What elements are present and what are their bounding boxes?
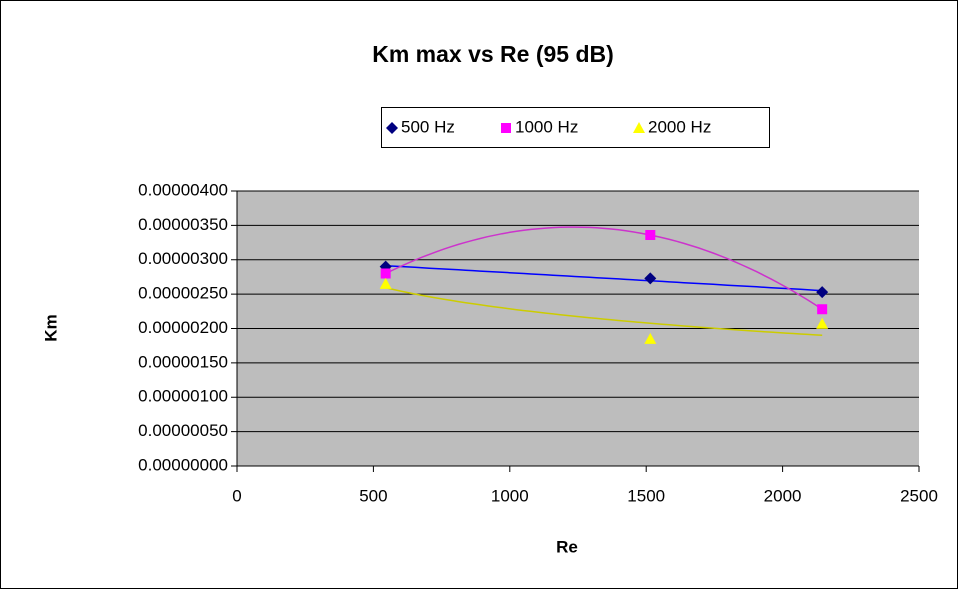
x-axis-label: Re <box>556 537 578 556</box>
y-tick-label: 0.00000200 <box>138 318 228 337</box>
y-tick-label: 0.00000350 <box>138 215 228 234</box>
legend-label: 1000 Hz <box>515 117 578 136</box>
y-tick-label: 0.00000000 <box>138 455 228 474</box>
legend-label: 2000 Hz <box>648 117 711 136</box>
x-tick-label: 500 <box>359 486 387 505</box>
legend-label: 500 Hz <box>401 117 455 136</box>
page: Km max vs Re (95 dB) Re Km 0.00000000 0.0… <box>0 0 959 590</box>
chart: Km max vs Re (95 dB) Re Km 0.00000000 0.0… <box>0 0 959 590</box>
x-tick-label: 2000 <box>764 486 802 505</box>
y-tick-label: 0.00000400 <box>138 180 228 199</box>
x-tick-label: 2500 <box>900 486 938 505</box>
marker <box>381 269 391 279</box>
y-tick-label: 0.00000250 <box>138 284 228 303</box>
y-tick-label: 0.00000050 <box>138 421 228 440</box>
y-tick-label: 0.00000300 <box>138 249 228 268</box>
x-tick-label: 1000 <box>491 486 529 505</box>
y-tick-label: 0.00000150 <box>138 352 228 371</box>
y-tick-label: 0.00000100 <box>138 387 228 406</box>
legend-marker <box>501 123 511 133</box>
x-tick-label: 0 <box>232 486 241 505</box>
chart-title: Km max vs Re (95 dB) <box>372 41 614 67</box>
marker <box>645 230 655 240</box>
x-tick-label: 1500 <box>627 486 665 505</box>
y-axis-label: Km <box>41 314 60 341</box>
marker <box>817 304 827 314</box>
